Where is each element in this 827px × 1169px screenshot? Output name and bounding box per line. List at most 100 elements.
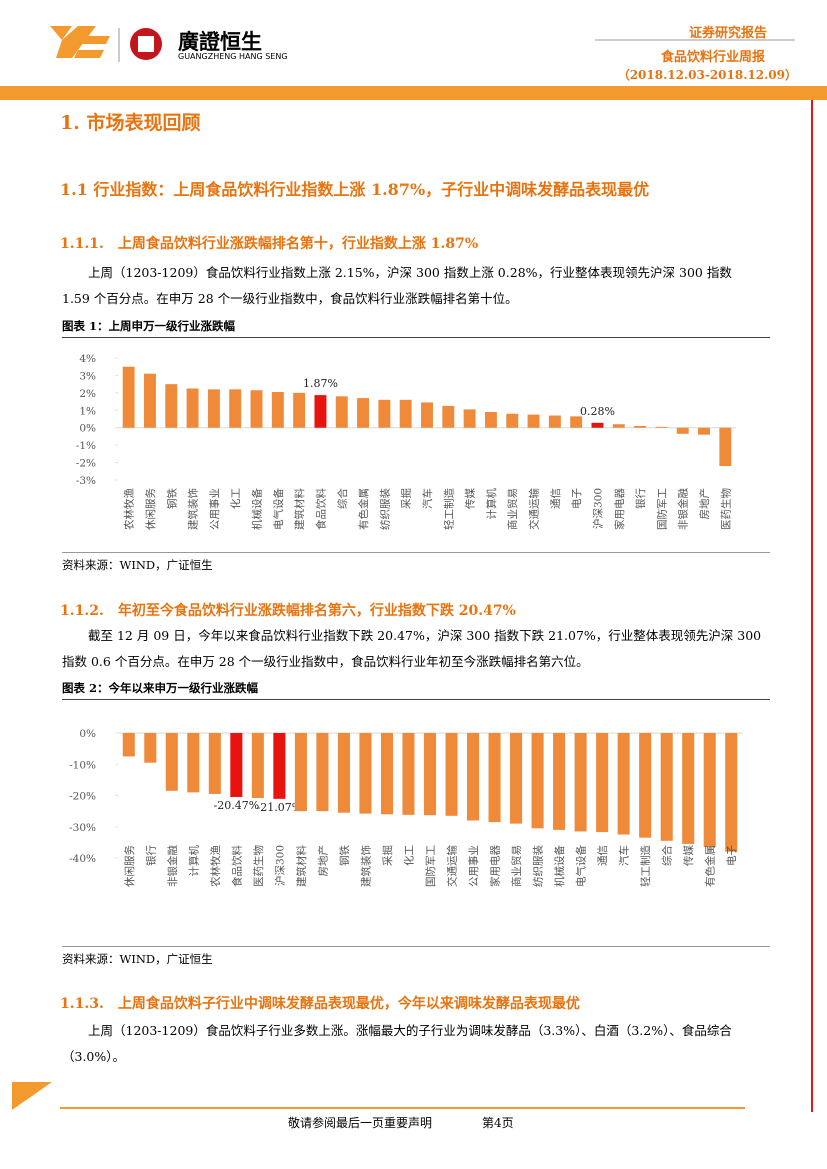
bar — [423, 733, 437, 816]
x-tick-label: 食品饮料 — [314, 488, 327, 530]
x-tick-label: 交通运输 — [528, 488, 541, 530]
bar — [357, 398, 370, 428]
value-label: 0.28% — [580, 405, 615, 418]
bar — [402, 733, 415, 815]
x-tick-label: 采掘 — [381, 845, 394, 866]
bar — [230, 733, 243, 797]
x-tick-label: 纺织服装 — [378, 488, 391, 530]
x-tick-label: 化工 — [229, 488, 242, 509]
x-tick-label: 综合 — [661, 845, 674, 866]
x-tick-label: 商业贸易 — [510, 845, 523, 887]
x-tick-label: 机械设备 — [553, 845, 566, 887]
x-tick-label: 非银金融 — [166, 845, 179, 887]
header-band — [0, 86, 827, 100]
y-tick-label: 0% — [79, 728, 96, 740]
x-tick-label: 电气设备 — [272, 488, 285, 530]
x-tick-label: 医药生物 — [719, 488, 732, 530]
x-tick-label: 家用电器 — [489, 845, 502, 887]
bar — [570, 416, 583, 428]
y-tick-label: -1% — [76, 440, 96, 452]
bar — [682, 733, 695, 844]
heading: 1.1.3. 上周食品饮料子行业中调味发酵品表现最优，今年以来调味发酵品表现最优 — [60, 996, 580, 1012]
bar — [655, 426, 668, 428]
x-tick-label: 食品饮料 — [230, 845, 243, 887]
x-tick-label: 医药生物 — [252, 845, 265, 887]
x-tick-label: 建筑装饰 — [187, 488, 200, 530]
paragraph: 上周（1203-1209）食品饮料行业指数上涨 2.15%，沪深 300 指数上… — [62, 265, 732, 306]
bar — [488, 733, 501, 823]
x-tick-label: 机械设备 — [251, 488, 264, 530]
bar — [165, 384, 178, 428]
bar — [251, 733, 264, 798]
value-label: 1.87% — [303, 377, 338, 390]
report-period: （2018.12.03-2018.12.09） — [617, 68, 797, 82]
x-tick-label: 家用电器 — [613, 488, 626, 530]
x-tick-label: 计算机 — [485, 488, 498, 520]
x-tick-label: 农林牧渔 — [209, 845, 222, 887]
bar — [596, 733, 609, 833]
y-tick-label: -2% — [76, 458, 96, 470]
paragraph: 截至 12 月 09 日，今年以来食品饮料行业指数下跌 20.47%，沪深 30… — [62, 628, 762, 669]
bar — [445, 733, 458, 816]
figure-source: 资料来源：WIND，广证恒生 — [62, 946, 770, 967]
x-tick-label: 传媒 — [682, 845, 695, 866]
x-tick-label: 沪深300 — [591, 488, 604, 529]
x-tick-label: 建筑材料 — [293, 488, 306, 530]
value-label: -21.07% — [257, 801, 303, 814]
x-tick-label: 沪深300 — [273, 845, 286, 886]
y-tick-label: 3% — [79, 370, 96, 382]
x-tick-label: 汽车 — [421, 488, 434, 509]
y-tick-label: -10% — [69, 759, 96, 771]
bar — [229, 389, 242, 428]
bar — [186, 388, 199, 428]
x-tick-label: 轻工制造 — [639, 845, 652, 887]
company-name-en: GUANGZHENG HANG SENG — [178, 52, 288, 61]
x-tick-label: 轻工制造 — [442, 488, 455, 530]
bar — [359, 733, 372, 814]
bar — [293, 392, 306, 428]
bar — [719, 427, 732, 467]
report-type: 证券研究报告 — [688, 26, 767, 41]
logo-mark — [50, 26, 72, 40]
bar — [337, 733, 350, 813]
corner-mark — [12, 1082, 52, 1110]
bar — [676, 427, 689, 434]
footer-notice: 敬请参阅最后一页重要声明 — [288, 1116, 433, 1130]
logo-seal-inner — [138, 36, 154, 52]
bar — [634, 425, 647, 428]
bar — [442, 405, 455, 428]
chart: 0% -10% -20% -30% -40% 休闲服务 银行 非银金融 计算机 农林牧渔 食品饮料 -… — [69, 728, 742, 887]
y-tick-label: 4% — [79, 353, 96, 365]
bar — [703, 733, 716, 848]
x-tick-label: 通信 — [597, 845, 609, 866]
x-tick-label: 银行 — [144, 845, 157, 866]
x-tick-label: 综合 — [336, 488, 349, 509]
x-tick-label: 电子 — [725, 845, 738, 866]
x-tick-label: 采掘 — [400, 488, 413, 509]
bar — [208, 733, 221, 794]
bar — [316, 733, 329, 812]
x-tick-label: 有色金属 — [704, 845, 717, 887]
x-tick-label: 钢铁 — [165, 488, 178, 509]
x-tick-label: 商业贸易 — [506, 488, 519, 530]
company-name: 廣證恒生 — [178, 30, 262, 54]
x-tick-label: 建筑装饰 — [359, 845, 372, 887]
bar — [698, 427, 711, 435]
bar — [399, 399, 412, 428]
x-tick-label: 建筑材料 — [295, 845, 308, 887]
bar — [207, 389, 220, 428]
bar — [467, 733, 480, 821]
bar — [122, 366, 135, 428]
logo-mark — [56, 26, 96, 58]
bar — [548, 415, 561, 428]
bar — [463, 409, 476, 428]
x-tick-label: 国防军工 — [424, 845, 437, 887]
x-tick-label: 纺织服装 — [532, 845, 545, 887]
y-tick-label: 1% — [79, 405, 96, 417]
bar — [380, 733, 393, 815]
bar — [612, 424, 625, 428]
y-tick-label: -30% — [69, 822, 96, 834]
bar — [421, 402, 433, 428]
